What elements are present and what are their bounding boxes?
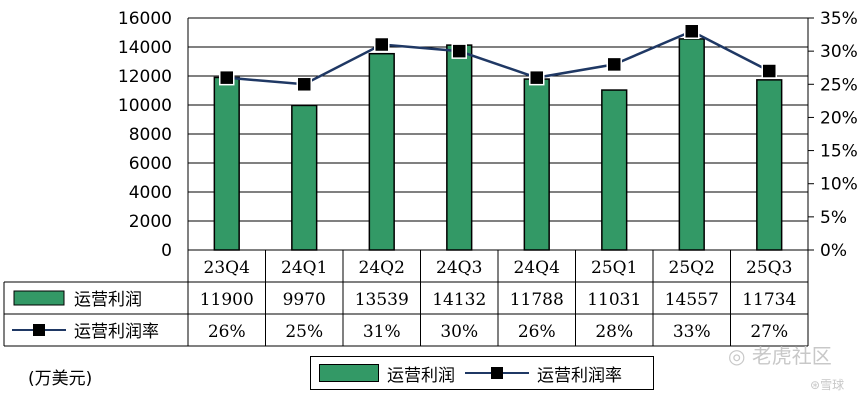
bar: [523, 78, 550, 251]
legend-bar-label: 运营利润: [387, 365, 455, 386]
legend-line-swatch: [465, 365, 529, 381]
table-line-value: 31%: [363, 322, 401, 342]
table-line-value: 28%: [595, 322, 633, 342]
unit-label: (万美元): [28, 369, 93, 389]
line-marker: [374, 36, 390, 53]
table-bar-value: 11031: [587, 290, 641, 310]
y-right-tick-label: 30%: [820, 42, 858, 62]
line-marker: [296, 76, 312, 93]
data-table: 23Q4 24Q1 24Q2 24Q3 24Q4 25Q1 25Q2 25Q3 11900 997…: [3, 249, 809, 347]
line-marker: [684, 23, 700, 40]
y-right-tick-label: 25%: [820, 75, 858, 95]
category-label: 24Q1: [281, 258, 327, 278]
axes: 0 2000 4000 6000 8000 10000 12000 14000 16000 0% 5…: [118, 9, 858, 261]
y-right-tick-label: 10%: [820, 175, 858, 195]
table-key-bar-label: 运营利润: [74, 290, 142, 310]
line-marker: [529, 69, 545, 86]
category-label: 25Q2: [669, 258, 715, 278]
line-marker: [451, 43, 467, 59]
table-key-line-marker: [33, 324, 45, 336]
table-bar-value: 11788: [510, 290, 564, 310]
y-right-tick-label: 15%: [820, 142, 858, 162]
y-left-tick-label: 0: [161, 241, 172, 261]
category-label: 25Q3: [746, 258, 792, 278]
table-bar-value: 13539: [355, 290, 409, 310]
bar: [756, 79, 783, 251]
line-path: [226, 29, 770, 86]
table-key-line-label: 运营利润率: [74, 322, 159, 342]
table-bar-value: 14557: [665, 290, 719, 310]
bar: [678, 38, 705, 251]
table-line-value: 30%: [440, 322, 478, 342]
watermark-logo: ◎ 老虎社区: [728, 344, 832, 368]
table-bar-value: 14132: [432, 290, 486, 310]
table-line-value: 27%: [750, 322, 788, 342]
table-line-value: 26%: [208, 322, 246, 342]
legend: 运营利润 运营利润率: [310, 356, 654, 390]
y-left-tick-label: 2000: [129, 212, 172, 232]
legend-bar-swatch: [319, 364, 379, 382]
table-key-bar-swatch: [13, 290, 65, 306]
y-right-tick-label: 5%: [820, 208, 847, 228]
table-line-value: 26%: [518, 322, 556, 342]
line-marker: [606, 56, 622, 73]
y-left-tick-label: 10000: [118, 96, 172, 116]
table-line-value: 33%: [673, 322, 711, 342]
y-left-tick-label: 16000: [118, 9, 172, 29]
y-left-tick-label: 6000: [129, 154, 172, 174]
category-label: 25Q1: [591, 258, 637, 278]
bar: [446, 44, 473, 251]
bar: [368, 52, 395, 251]
table-bar-value: 11734: [742, 290, 796, 310]
y-left-tick-label: 12000: [118, 67, 172, 87]
y-left-tick-label: 4000: [129, 183, 172, 203]
line-marker: [219, 69, 235, 86]
y-left-tick-label: 14000: [118, 38, 172, 58]
bar-series: [213, 38, 783, 251]
category-label: 24Q2: [359, 258, 405, 278]
table-line-value: 25%: [285, 322, 323, 342]
category-label: 23Q4: [204, 258, 250, 278]
table-bar-value: 9970: [283, 290, 326, 310]
y-right-tick-label: 0%: [820, 241, 847, 261]
watermark-sub: ⊛雪球: [810, 378, 845, 392]
gridlines: [188, 17, 808, 251]
y-right-tick-label: 20%: [820, 108, 858, 128]
bar: [601, 89, 628, 251]
line-series: [219, 23, 777, 93]
legend-item-line: 运营利润率: [465, 361, 622, 386]
line-marker: [761, 63, 777, 79]
category-label: 24Q3: [436, 258, 482, 278]
legend-line-label: 运营利润率: [537, 365, 622, 386]
legend-item-bar: 运营利润: [319, 361, 455, 386]
category-label: 24Q4: [514, 258, 560, 278]
bar: [291, 104, 318, 251]
table-bar-value: 11900: [200, 290, 254, 310]
bar: [213, 76, 240, 251]
y-left-tick-label: 8000: [129, 125, 172, 145]
y-right-tick-label: 35%: [820, 9, 858, 29]
